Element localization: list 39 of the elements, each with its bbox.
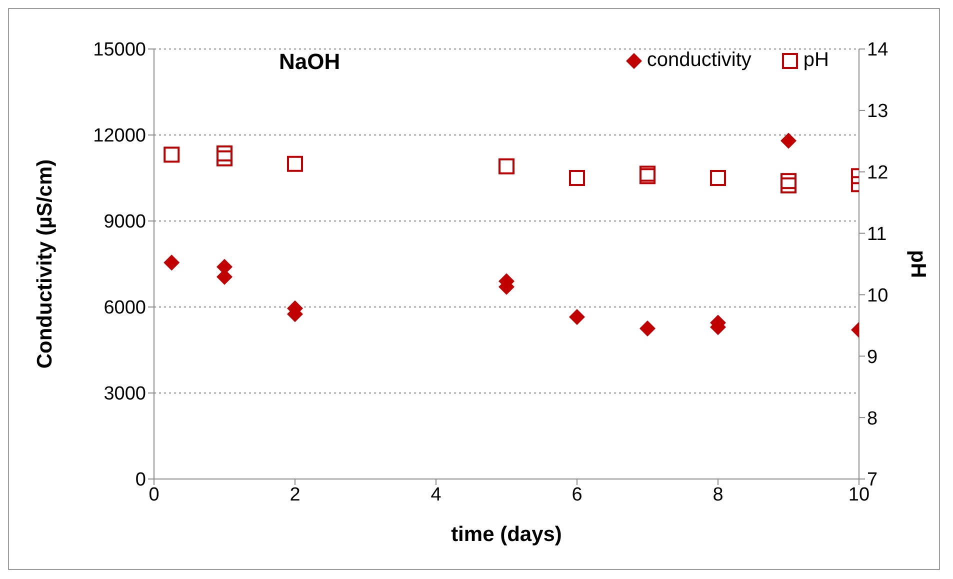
- x-tick-label: 6: [572, 484, 582, 506]
- y2-axis-title: pH: [906, 250, 930, 278]
- point: [780, 132, 796, 149]
- y2-tick-label: 14: [867, 40, 889, 61]
- point: [569, 309, 585, 326]
- x-tick-label: 10: [848, 484, 870, 506]
- legend-label: conductivity: [646, 49, 752, 72]
- point: [287, 156, 303, 172]
- y-tick-label: 12000: [93, 126, 146, 147]
- point: [780, 173, 796, 190]
- y-tick-label: 6000: [104, 298, 146, 319]
- x-tick-label: 0: [148, 484, 160, 506]
- point: [164, 146, 180, 163]
- chart-title: NaOH: [279, 49, 340, 75]
- x-axis-title: time (days): [451, 523, 562, 546]
- x-tick-label: 4: [430, 484, 442, 506]
- x-tick-label: 8: [712, 484, 724, 506]
- y2-tick-label: 8: [867, 408, 878, 430]
- y-tick-label: 0: [135, 470, 146, 491]
- point: [640, 320, 656, 336]
- y-tick-label: 9000: [104, 212, 146, 233]
- y-tick-label: 3000: [104, 384, 146, 405]
- y2-tick-label: 12: [867, 162, 888, 184]
- point: [216, 150, 232, 166]
- point: [569, 170, 585, 186]
- x-tick-label: 2: [290, 484, 300, 506]
- y2-tick-label: 7: [867, 470, 878, 491]
- y2-tick-label: 13: [867, 101, 888, 122]
- y-tick-label: 15000: [93, 40, 146, 61]
- y-axis-title: Conductivity (µS/cm): [33, 159, 56, 369]
- point: [498, 158, 514, 174]
- point: [710, 170, 726, 186]
- legend-label: pH: [802, 49, 829, 72]
- point: [164, 254, 180, 271]
- y2-tick-label: 9: [867, 346, 878, 368]
- y2-tick-label: 10: [867, 285, 888, 306]
- point: [216, 145, 232, 162]
- point: [780, 177, 796, 194]
- y2-tick-label: 11: [867, 224, 887, 246]
